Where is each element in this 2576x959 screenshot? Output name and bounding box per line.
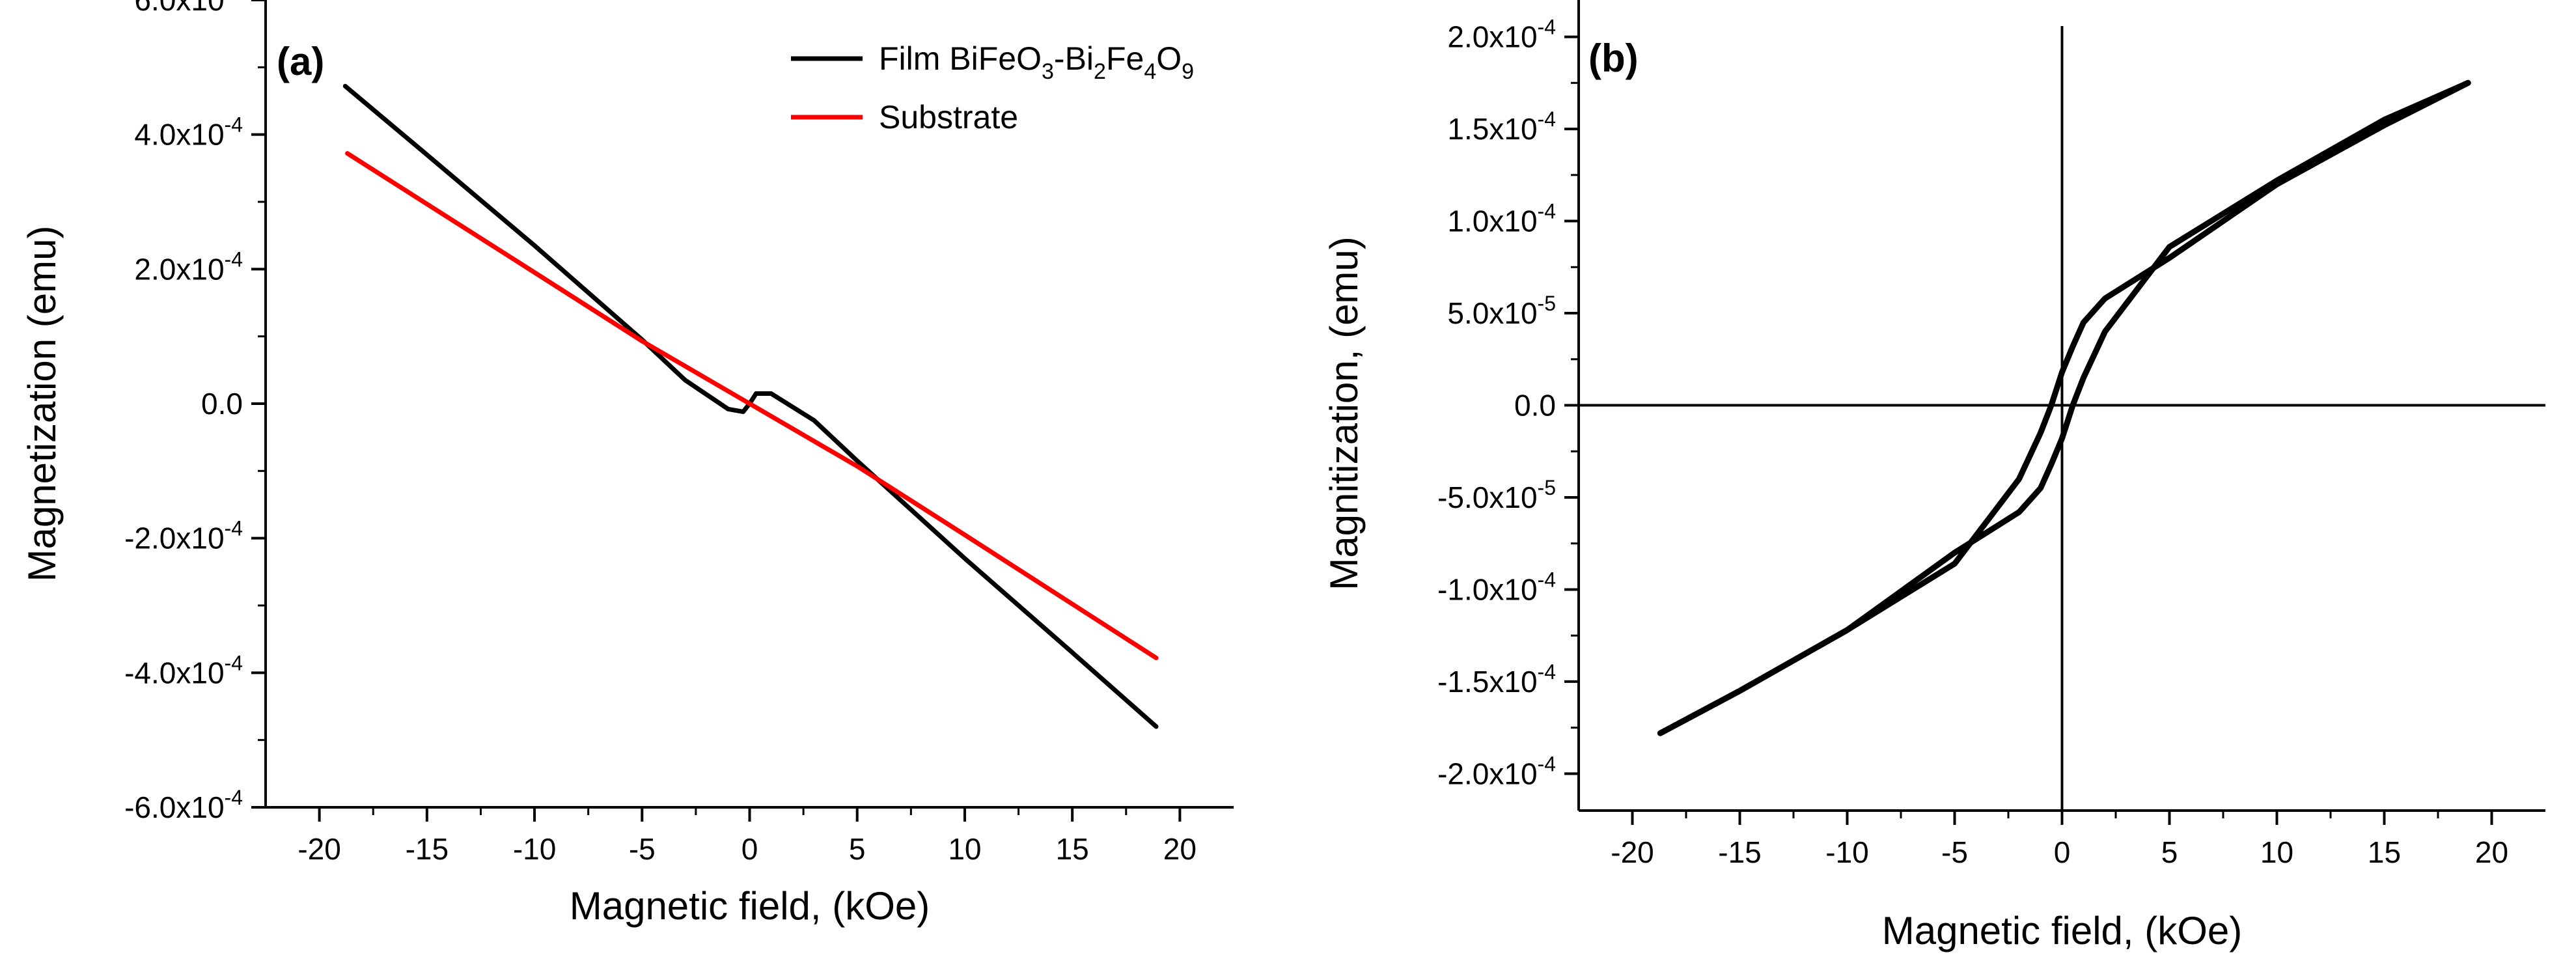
y-tick-label-mantissa: 4.0x10 bbox=[134, 118, 224, 152]
x-tick-label: 10 bbox=[948, 832, 981, 866]
y-tick-label-mantissa: -1.0x10 bbox=[1437, 572, 1537, 606]
legend-subscript: 9 bbox=[1182, 59, 1194, 84]
x-tick-label: 20 bbox=[1163, 832, 1197, 866]
x-tick-label: -15 bbox=[406, 832, 449, 866]
legend-text-part: O bbox=[1156, 40, 1182, 77]
legend-subscript: 2 bbox=[1094, 59, 1106, 84]
y-tick-label-mantissa: -6.0x10 bbox=[124, 790, 224, 824]
y-axis-title: Magnetization (emu) bbox=[20, 226, 64, 582]
legend-entry-substrate: Substrate bbox=[879, 99, 1018, 135]
x-tick-label: -15 bbox=[1718, 835, 1761, 869]
legend-text-part: Fe bbox=[1106, 40, 1144, 77]
y-tick-label-mantissa: -2.0x10 bbox=[124, 521, 224, 555]
x-tick-label: -20 bbox=[298, 832, 340, 866]
panel-a-magnetization-chart: -20 -15 -10 -5 0 5 10 15 20-6.0x10-4-4.0x10-4-2.… bbox=[20, 0, 1234, 928]
legend-subscript: 3 bbox=[1042, 59, 1054, 84]
y-tick-label: -6.0x10-4 bbox=[124, 786, 243, 824]
y-tick-label-exponent: -4 bbox=[1538, 660, 1556, 684]
y-tick-label-mantissa: -4.0x10 bbox=[124, 656, 224, 689]
x-axis-title: Magnetic field, (kOe) bbox=[570, 884, 930, 928]
y-tick-label-mantissa: 2.0x10 bbox=[134, 252, 224, 286]
y-tick-label-exponent: -5 bbox=[1538, 292, 1556, 315]
y-tick-label: 1.0x10-4 bbox=[1447, 200, 1556, 238]
y-tick-label-exponent: -4 bbox=[225, 786, 243, 809]
panel-label: (b) bbox=[1588, 36, 1639, 80]
y-tick-label-mantissa: 2.0x10 bbox=[1447, 20, 1537, 54]
series-line-hysteresis-descending-branch bbox=[1657, 79, 2471, 736]
y-tick-label-exponent: -4 bbox=[1538, 16, 1556, 39]
x-tick-label: 15 bbox=[1056, 832, 1089, 866]
y-tick-label: -1.0x10-4 bbox=[1437, 568, 1556, 606]
series-line-hysteresis-ascending-branch bbox=[1657, 79, 2471, 736]
y-tick-label-mantissa: -2.0x10 bbox=[1437, 757, 1537, 790]
y-axis-title: Magnitization, (emu) bbox=[1322, 236, 1366, 591]
y-tick-label-exponent: -4 bbox=[225, 651, 243, 674]
panel-b-hysteresis-chart: -20 -15 -10 -5 0 5 10 15 20-2.0x10-4-1.5x10-4-1.… bbox=[1322, 0, 2545, 952]
y-tick-label-exponent: -4 bbox=[225, 247, 243, 271]
y-tick-label-exponent: -4 bbox=[225, 113, 243, 137]
y-tick-label-exponent: -4 bbox=[1538, 752, 1556, 775]
legend-text-part: Substrate bbox=[879, 99, 1018, 135]
legend-subscript: 4 bbox=[1144, 59, 1156, 84]
y-tick-label: 1.5x10-4 bbox=[1447, 107, 1556, 146]
series-line-substrate bbox=[345, 151, 1159, 661]
y-tick-label: -2.0x10-4 bbox=[124, 517, 243, 555]
x-tick-label: 20 bbox=[2475, 835, 2508, 869]
y-tick-label: 2.0x10-4 bbox=[134, 247, 243, 286]
y-tick-label-mantissa: 6.0x10 bbox=[134, 0, 224, 17]
x-tick-label: -5 bbox=[1941, 835, 1968, 869]
y-tick-label-mantissa: -5.0x10 bbox=[1437, 480, 1537, 514]
x-tick-label: 0 bbox=[2054, 835, 2071, 869]
y-tick-label-mantissa: 1.5x10 bbox=[1447, 112, 1537, 146]
x-tick-label: 0 bbox=[741, 832, 758, 866]
legend-entry-film: Film BiFeO3-Bi2Fe4O9 bbox=[879, 40, 1194, 84]
x-tick-label: -5 bbox=[629, 832, 656, 866]
x-tick-label: -20 bbox=[1611, 835, 1654, 869]
y-tick-label: 2.0x10-4 bbox=[1447, 16, 1556, 54]
y-tick-label-mantissa: -1.5x10 bbox=[1437, 665, 1537, 699]
x-tick-label: 10 bbox=[2260, 835, 2293, 869]
y-tick-label: 4.0x10-4 bbox=[134, 113, 243, 152]
y-tick-label: -1.5x10-4 bbox=[1437, 660, 1556, 699]
y-tick-label: 0.0 bbox=[201, 387, 243, 421]
x-tick-label: -10 bbox=[1825, 835, 1868, 869]
y-tick-label-exponent: -5 bbox=[1538, 476, 1556, 499]
y-tick-label-mantissa: 0.0 bbox=[201, 387, 243, 421]
x-axis-title: Magnetic field, (kOe) bbox=[1882, 909, 2243, 952]
y-tick-label-mantissa: 0.0 bbox=[1514, 389, 1556, 423]
y-tick-label-exponent: -4 bbox=[1538, 568, 1556, 591]
panel-label: (a) bbox=[277, 40, 324, 83]
y-tick-label-exponent: -4 bbox=[225, 0, 243, 2]
y-tick-label-mantissa: 5.0x10 bbox=[1447, 296, 1537, 330]
y-tick-label-mantissa: 1.0x10 bbox=[1447, 204, 1537, 238]
x-tick-label: -10 bbox=[513, 832, 556, 866]
x-tick-label: 15 bbox=[2368, 835, 2401, 869]
y-tick-label: -2.0x10-4 bbox=[1437, 752, 1556, 790]
legend-text-part: Film BiFeO bbox=[879, 40, 1042, 77]
x-tick-label: 5 bbox=[849, 832, 866, 866]
x-tick-label: 5 bbox=[2161, 835, 2178, 869]
legend-text-part: -Bi bbox=[1054, 40, 1094, 77]
y-tick-label: -4.0x10-4 bbox=[124, 651, 243, 689]
y-tick-label-exponent: -4 bbox=[1538, 107, 1556, 131]
y-tick-label: 6.0x10-4 bbox=[134, 0, 243, 17]
y-tick-label-exponent: -4 bbox=[1538, 200, 1556, 223]
y-tick-label-exponent: -4 bbox=[225, 517, 243, 540]
legend: Film BiFeO3-Bi2Fe4O9 Substrate bbox=[791, 40, 1194, 135]
y-tick-label: -5.0x10-5 bbox=[1437, 476, 1556, 514]
y-tick-label: 5.0x10-5 bbox=[1447, 292, 1556, 330]
y-tick-label: 0.0 bbox=[1514, 389, 1556, 423]
